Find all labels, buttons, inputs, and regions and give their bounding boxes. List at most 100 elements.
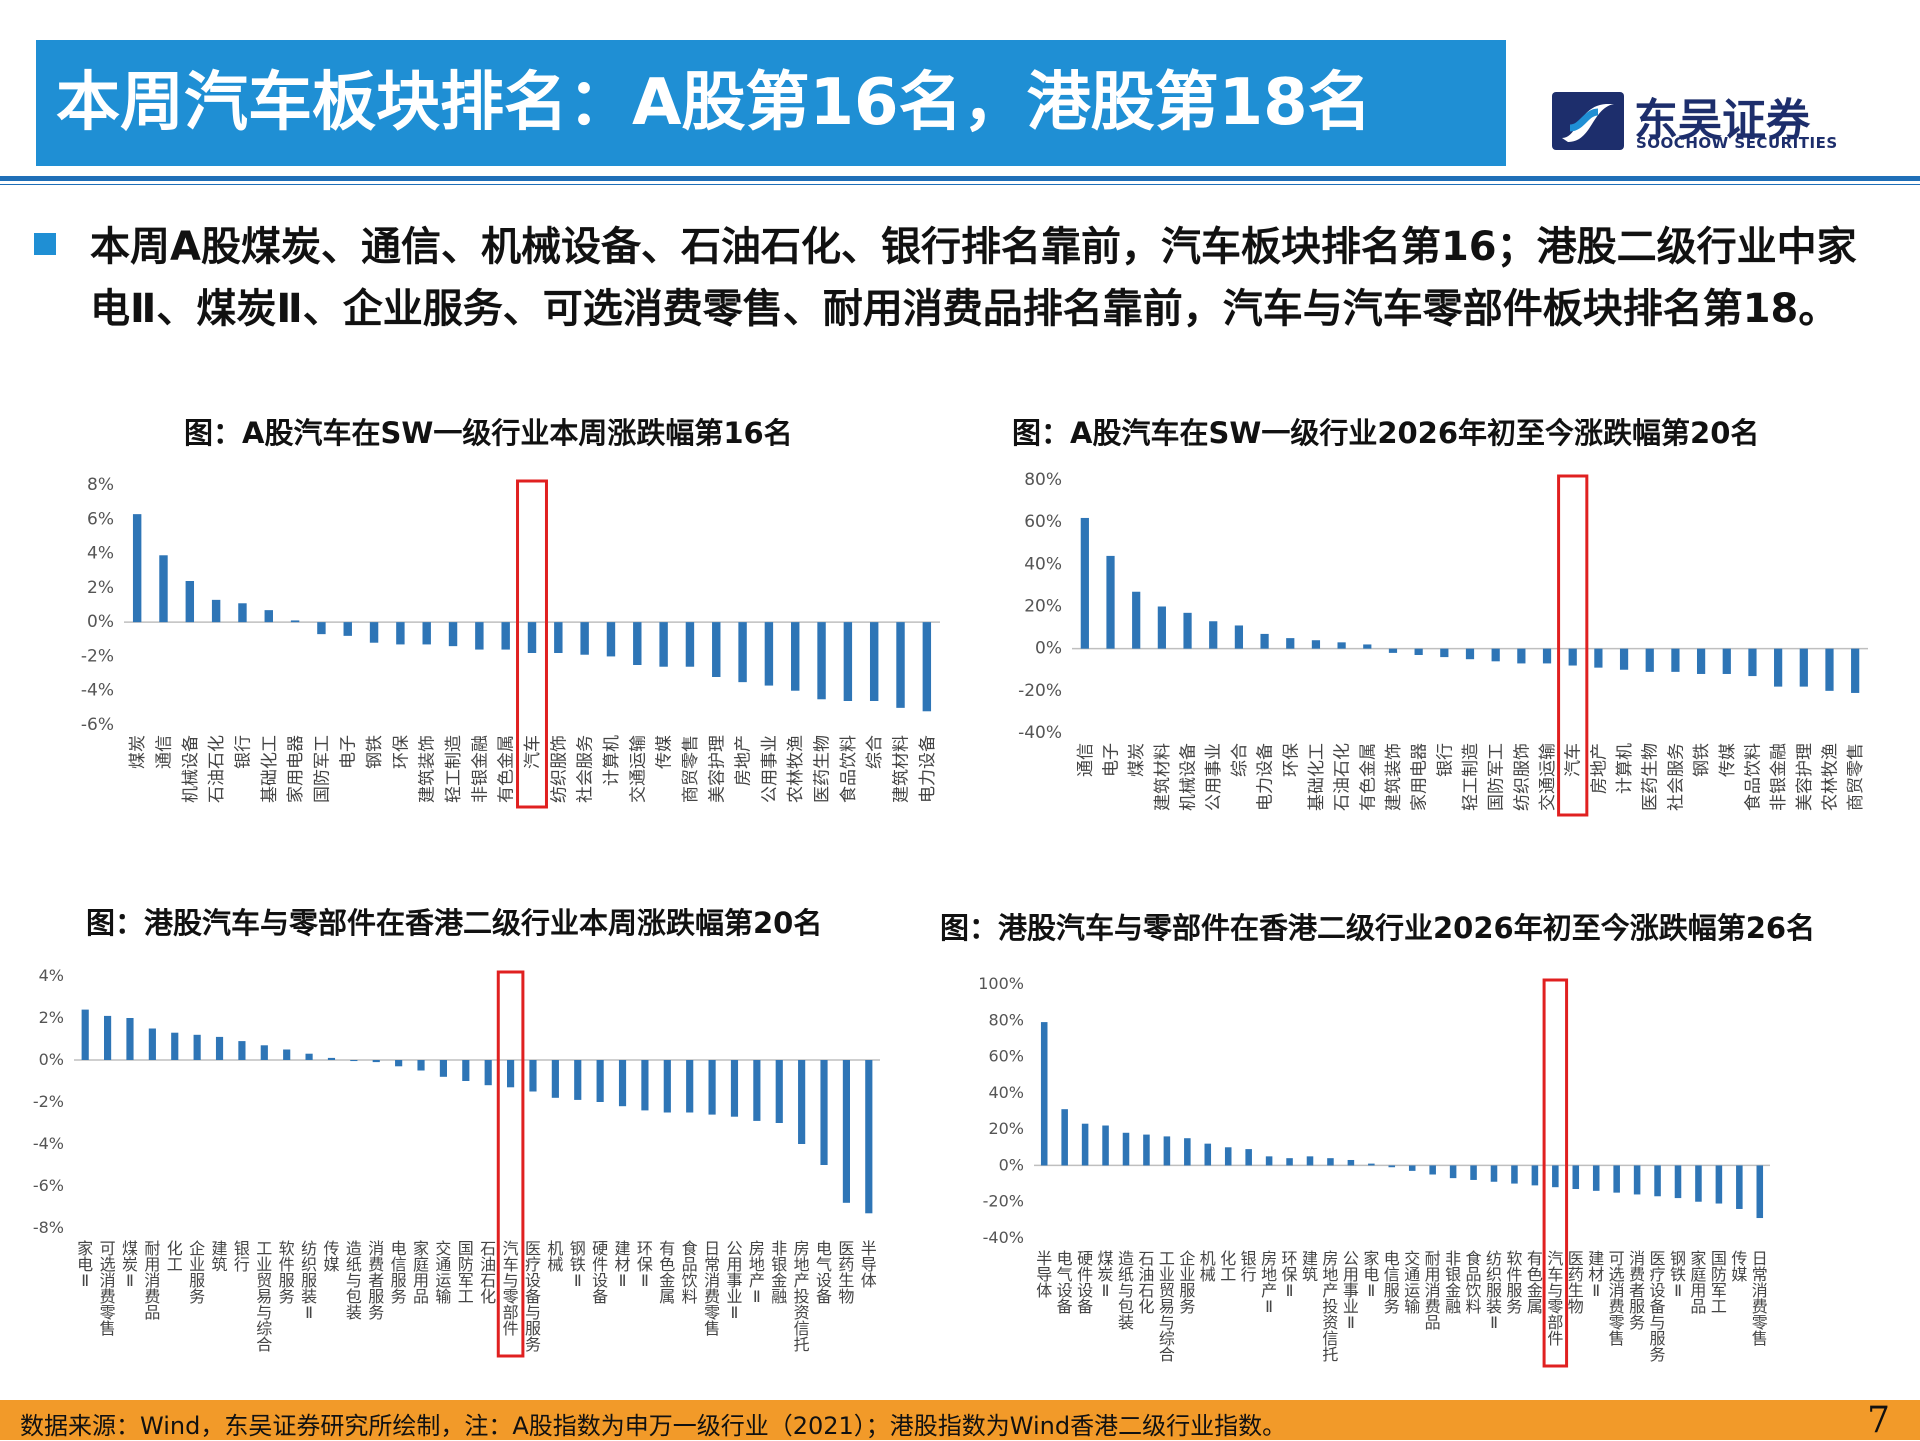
bar [606,622,616,657]
bar [1736,1165,1743,1209]
x-category-label: 家庭用品 [413,1239,429,1306]
x-category-label: 建筑 [212,1239,228,1274]
x-category-label: 石油石化 [1138,1249,1154,1316]
bar [820,1060,828,1165]
bar [1552,1165,1559,1188]
x-category-label: 煤炭 Ⅱ [122,1239,138,1290]
x-category-label: 钢铁 Ⅱ [570,1239,586,1290]
x-category-label: 传媒 [655,735,675,769]
x-category-label: 机械 [1200,1249,1216,1284]
bar [215,1036,224,1060]
bar [1756,1165,1764,1219]
x-category-label: 房地产 [734,735,754,786]
bar [1654,1165,1661,1197]
x-category-label: 工业贸易与综合 [256,1239,272,1354]
bar [869,622,879,701]
y-tick-label: -6% [81,715,114,735]
x-category-label: 造纸与包装 [1118,1249,1134,1332]
bar [1265,1156,1273,1166]
x-category-label: 耐用消费品 [1425,1249,1441,1332]
bar [1531,1165,1539,1186]
y-tick-label: 80% [988,1010,1024,1029]
bar [1645,648,1654,672]
bar [1491,648,1500,662]
bar [1414,648,1423,655]
x-category-label: 硬件设备 [592,1239,608,1306]
x-category-label: 消费者服务 [368,1239,384,1322]
brand-logo: 东吴证券 SOOCHOW SECURITIES [1548,84,1848,154]
bar [1594,648,1603,668]
y-tick-label: -20% [1018,681,1062,701]
bar [159,555,168,623]
bar [211,599,221,623]
y-tick-label: -40% [1018,723,1062,743]
x-category-label: 电子 [1102,743,1122,777]
x-category-label: 交通运输 [435,1239,451,1306]
bar [1674,1165,1682,1199]
logo-english-name: SOOCHOW SECURITIES [1636,134,1838,152]
bar [290,620,300,623]
x-category-label: 环保 [1281,743,1301,777]
bar [1774,648,1783,687]
bar [1363,644,1372,649]
bar [633,622,642,665]
bar [659,622,668,667]
bar [417,1060,425,1071]
x-category-label: 商贸零售 [1846,743,1866,811]
bar [1517,648,1526,664]
bar [1102,1125,1109,1166]
x-category-label: 传媒 [1731,1249,1747,1284]
bar [1143,1134,1150,1166]
bar [104,1015,112,1060]
bar [1368,1163,1375,1166]
bar [1311,640,1321,649]
y-tick-label: 8% [87,475,114,495]
bar [1306,1156,1314,1166]
bar [1184,1138,1191,1166]
bar [1722,648,1731,674]
highlight-box [496,970,525,1358]
bar [896,622,905,708]
x-category-label: 日常消费零售 [1752,1249,1768,1348]
bar [475,622,484,650]
x-category-label: 汽车与零部件 [503,1239,519,1338]
bar [396,622,405,645]
bar [1204,1143,1212,1166]
x-category-label: 机械设备 [181,735,201,803]
x-category-label: 建材 Ⅱ [615,1239,631,1290]
x-category-label: 化工 [1220,1249,1236,1284]
x-category-label: 日常消费零售 [704,1239,720,1338]
header-divider [0,176,1920,181]
x-category-label: 银行 [234,1239,250,1274]
x-category-label: 银行 [1435,743,1455,777]
y-tick-label: -40% [983,1228,1024,1247]
y-tick-label: 60% [988,1047,1024,1066]
x-category-label: 化工 [167,1239,183,1274]
bar [1080,517,1089,649]
bar [1081,1123,1089,1166]
x-category-label: 企业服务 [189,1239,205,1306]
x-category-label: 汽车与零部件 [1547,1249,1563,1348]
bar [1695,1165,1702,1202]
y-tick-label: -6% [33,1176,64,1195]
x-category-label: 公用事业 Ⅱ [1343,1249,1359,1332]
x-category-label: 轻工制造 [1461,743,1481,811]
bar [1449,1165,1457,1179]
bar [1347,1159,1355,1166]
x-category-label: 汽车 [523,735,543,769]
bar [922,622,932,712]
bar [1465,648,1475,660]
x-category-label: 农林牧渔 [1820,743,1840,811]
x-category-label: 医药生物 [1568,1249,1584,1316]
bar [1799,648,1808,687]
x-category-label: 硬件设备 [1077,1249,1093,1316]
bar [529,1060,537,1092]
chart-a-share-ytd: 80% 60% 40% 20% 0% -20% -40% 通信 电子 煤炭 建筑材料 机械设备 公用事业… [1018,470,1868,817]
bar [507,1060,515,1088]
x-category-label: 家用电器 [1410,743,1430,811]
x-category-label: 电子 [339,735,359,769]
bar [1106,555,1115,649]
logo-chinese-name: 东吴证券 [1634,95,1810,146]
bar [126,1018,134,1060]
footer-bar: 数据来源：Wind，东吴证券研究所绘制，注：A股指数为申万一级行业（2021）；… [0,1400,1920,1441]
